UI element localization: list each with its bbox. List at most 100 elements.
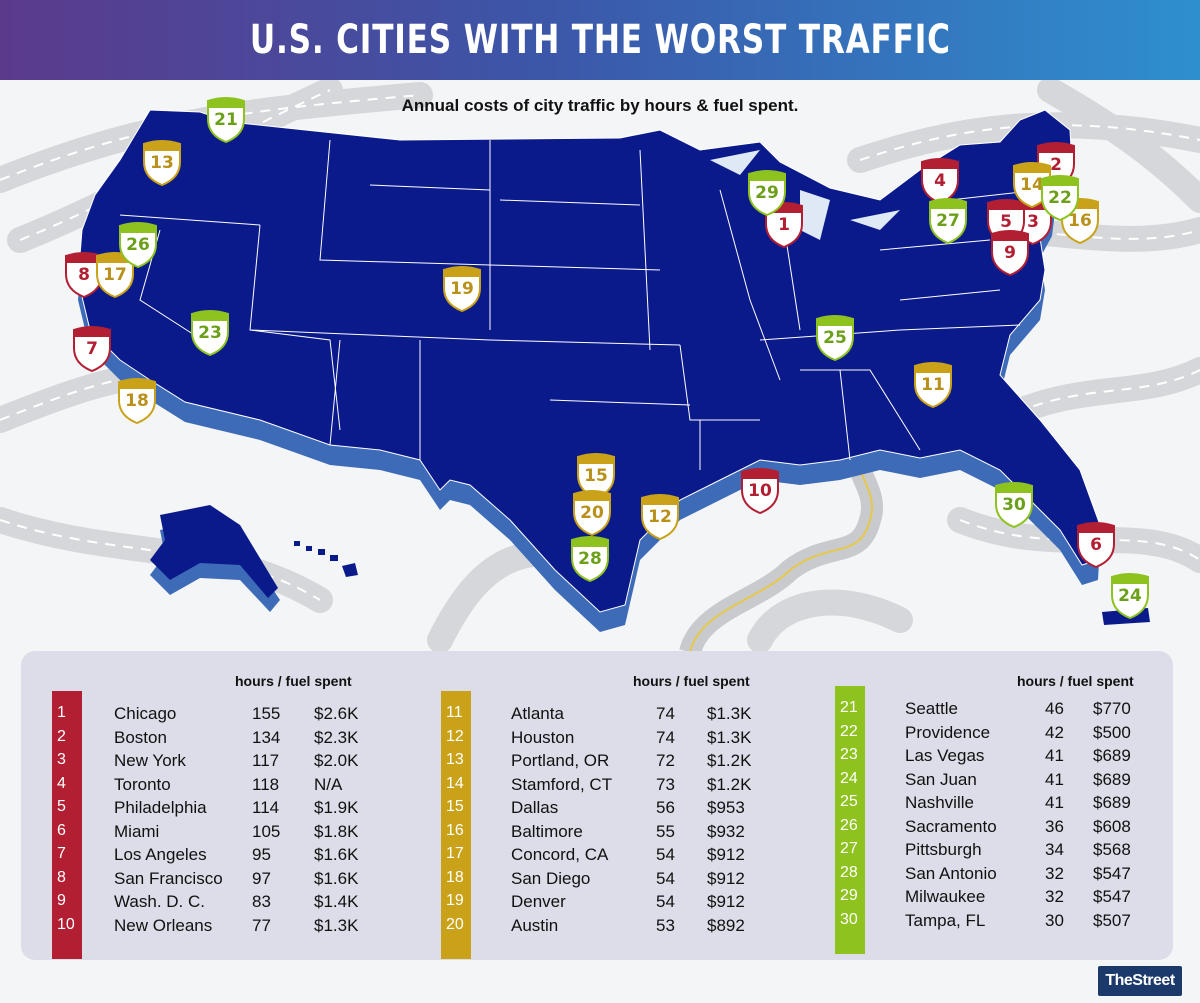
map-graphic: [0, 80, 1200, 652]
route-shield-marker: 29: [747, 170, 787, 216]
shield-rank: 20: [580, 503, 604, 523]
city-name: Tampa, FL: [905, 910, 986, 930]
hours-value: 77: [252, 915, 271, 935]
rank-number: 16: [446, 821, 464, 839]
rank-number: 1: [57, 704, 66, 721]
hours-value: 54: [656, 845, 675, 864]
route-shield-marker: 6: [1076, 522, 1116, 568]
rank-number: 6: [57, 821, 66, 839]
route-shield-marker: 7: [72, 326, 112, 372]
fuel-cost: $1.3K: [707, 727, 752, 747]
hours-value: 134: [252, 727, 281, 747]
fuel-cost: $770: [1093, 699, 1131, 718]
fuel-cost: $689: [1093, 769, 1131, 789]
city-name: New Orleans: [114, 915, 213, 935]
rank-number: 25: [840, 793, 858, 810]
fuel-cost: $2.6K: [314, 704, 359, 723]
rank-number: 20: [446, 915, 464, 933]
shield-rank: 27: [936, 211, 960, 231]
city-name: Austin: [511, 915, 559, 935]
shield-rank: 23: [198, 323, 222, 343]
route-shield-marker: 18: [117, 378, 157, 424]
rank-bar-green: [835, 686, 865, 954]
route-shield-marker: 10: [740, 468, 780, 514]
fuel-cost: $1.6K: [314, 845, 359, 864]
hours-value: 74: [656, 727, 675, 747]
city-name: San Diego: [511, 868, 591, 888]
shield-rank: 19: [450, 279, 474, 299]
rank-number: 15: [446, 798, 464, 815]
hours-value: 30: [1045, 910, 1064, 930]
shield-rank: 26: [126, 235, 150, 255]
city-name: Philadelphia: [114, 798, 207, 817]
rank-number: 17: [446, 845, 464, 862]
city-name: Portland, OR: [511, 751, 610, 770]
fuel-cost: $507: [1093, 910, 1131, 930]
shield-rank: 24: [1118, 586, 1142, 606]
city-name: Concord, CA: [511, 845, 609, 864]
shield-rank: 12: [648, 507, 672, 527]
city-name: Providence: [905, 722, 991, 742]
city-name: Seattle: [905, 699, 958, 718]
rank-number: 11: [446, 704, 463, 721]
shield-rank: 7: [86, 339, 98, 359]
fuel-cost: $500: [1093, 722, 1131, 742]
fuel-cost: $1.3K: [314, 915, 359, 935]
rank-number: 28: [840, 863, 858, 881]
hours-value: 34: [1045, 840, 1064, 859]
shield-rank: 8: [78, 265, 90, 285]
shield-rank: 1: [778, 215, 790, 235]
city-name: Sacramento: [905, 816, 997, 836]
us-map: Annual costs of city traffic by hours & …: [0, 80, 1200, 652]
shield-rank: 10: [748, 481, 772, 501]
column-header: hours / fuel spent: [1017, 673, 1134, 689]
shield-rank: 30: [1002, 495, 1026, 515]
hours-value: 73: [656, 774, 675, 794]
city-name: Chicago: [114, 704, 177, 723]
city-name: Wash. D. C.: [114, 892, 205, 911]
shield-rank: 13: [150, 153, 174, 173]
route-shield-marker: 28: [570, 536, 610, 582]
shield-rank: 2: [1050, 155, 1062, 175]
shield-rank: 22: [1048, 188, 1072, 208]
rank-number: 12: [446, 727, 464, 745]
hours-value: 56: [656, 798, 675, 817]
column-header: hours / fuel spent: [633, 673, 750, 689]
route-shield-marker: 13: [142, 140, 182, 186]
fuel-cost: $1.2K: [707, 751, 752, 770]
fuel-cost: $608: [1093, 816, 1131, 836]
city-name: San Juan: [905, 769, 977, 789]
city-name: Milwaukee: [905, 887, 986, 906]
rank-number: 27: [840, 840, 858, 857]
great-lakes: [710, 150, 900, 240]
city-name: Dallas: [511, 798, 559, 817]
rank-number: 3: [57, 751, 66, 768]
route-shield-marker: 24: [1110, 573, 1150, 619]
route-shield-marker: 11: [913, 362, 953, 408]
legend-column-2: hours / fuel spent 11 Atlanta 74 $1.3K 12 Hou…: [441, 651, 781, 960]
shield-rank: 15: [584, 466, 608, 486]
fuel-cost: $932: [707, 821, 745, 841]
fuel-cost: $1.3K: [707, 704, 752, 723]
fuel-cost: N/A: [314, 774, 343, 794]
route-shield-marker: 20: [572, 490, 612, 536]
shield-rank: 18: [125, 391, 149, 411]
hours-value: 97: [252, 868, 271, 888]
city-name: Baltimore: [511, 821, 583, 841]
hours-value: 54: [656, 868, 675, 888]
rank-number: 13: [446, 751, 464, 768]
fuel-cost: $1.9K: [314, 798, 359, 817]
city-name: Atlanta: [511, 704, 564, 723]
rank-number: 2: [57, 727, 66, 745]
fuel-cost: $689: [1093, 793, 1131, 812]
shield-rank: 25: [823, 328, 847, 348]
fuel-cost: $2.0K: [314, 751, 359, 770]
fuel-cost: $953: [707, 798, 745, 817]
rank-number: 10: [57, 915, 75, 933]
city-name: Boston: [114, 727, 167, 747]
hours-value: 95: [252, 845, 271, 864]
fuel-cost: $1.4K: [314, 892, 359, 911]
rank-number: 24: [840, 769, 858, 787]
hours-value: 42: [1045, 722, 1064, 742]
rank-bar-red: [52, 691, 82, 959]
